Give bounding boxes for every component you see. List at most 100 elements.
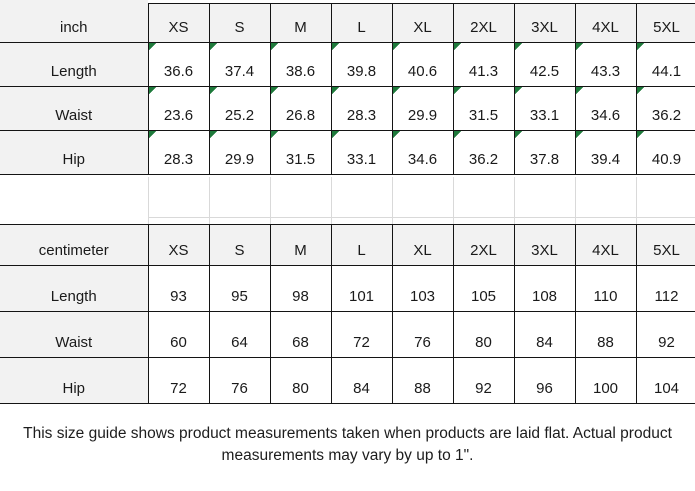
green-corner-flag-icon bbox=[392, 87, 400, 94]
value-cell: 36.2 bbox=[635, 86, 695, 131]
value-text: 28.3 bbox=[163, 151, 194, 168]
spreadsheet-gridline-horizontal bbox=[148, 217, 695, 218]
value-text: 34.6 bbox=[590, 107, 621, 124]
value-cell: 31.5 bbox=[452, 86, 515, 131]
value-cell: 103 bbox=[391, 265, 454, 312]
measurement-row: Length 36.6 37.4 38.6 39.8 40.6 41.3 42.5 43.3 44… bbox=[0, 42, 695, 87]
green-corner-flag-icon bbox=[209, 87, 217, 94]
size-header-cell: 2XL bbox=[452, 3, 515, 43]
value-text: 44.1 bbox=[651, 63, 682, 80]
measurement-row: Hip 28.3 29.9 31.5 33.1 34.6 36.2 37.8 39.4 40.9 bbox=[0, 130, 695, 175]
value-cell: 33.1 bbox=[513, 86, 576, 131]
value-cell: 80 bbox=[452, 311, 515, 358]
value-text: 36.2 bbox=[651, 107, 682, 124]
value-cell: 96 bbox=[513, 357, 576, 404]
value-text: 60 bbox=[170, 334, 187, 351]
value-text: 95 bbox=[231, 288, 248, 305]
value-text: 33.1 bbox=[529, 107, 560, 124]
value-cell: 42.5 bbox=[513, 42, 576, 87]
value-text: 96 bbox=[536, 380, 553, 397]
unit-header-cell: centimeter bbox=[0, 224, 149, 266]
value-cell: 41.3 bbox=[452, 42, 515, 87]
green-corner-flag-icon bbox=[209, 43, 217, 50]
green-corner-flag-icon bbox=[270, 131, 278, 138]
value-cell: 64 bbox=[208, 311, 271, 358]
size-guide-note: This size guide shows product measuremen… bbox=[0, 423, 695, 467]
value-text: 39.4 bbox=[590, 151, 621, 168]
green-corner-flag-icon bbox=[270, 43, 278, 50]
green-corner-flag-icon bbox=[575, 43, 583, 50]
row-label-cell: Length bbox=[0, 42, 149, 87]
unit-header-cell: inch bbox=[0, 3, 149, 43]
value-cell: 112 bbox=[635, 265, 695, 312]
size-header-cell: S bbox=[208, 224, 271, 266]
size-header-cell: XL bbox=[391, 224, 454, 266]
row-label-cell: Length bbox=[0, 265, 149, 312]
green-corner-flag-icon bbox=[514, 43, 522, 50]
green-corner-flag-icon bbox=[636, 87, 644, 94]
value-cell: 23.6 bbox=[147, 86, 210, 131]
size-header-cell: XS bbox=[147, 3, 210, 43]
value-cell: 104 bbox=[635, 357, 695, 404]
value-text: 28.3 bbox=[346, 107, 377, 124]
row-label-cell: Waist bbox=[0, 311, 149, 358]
green-corner-flag-icon bbox=[514, 87, 522, 94]
value-text: 76 bbox=[231, 380, 248, 397]
green-corner-flag-icon bbox=[392, 131, 400, 138]
green-corner-flag-icon bbox=[331, 131, 339, 138]
value-cell: 105 bbox=[452, 265, 515, 312]
green-corner-flag-icon bbox=[392, 43, 400, 50]
row-label-cell: Waist bbox=[0, 86, 149, 131]
size-header-cell: 4XL bbox=[574, 224, 637, 266]
size-header-row: inch XS S M L XL 2XL 3XL 4XL 5XL bbox=[0, 3, 695, 43]
value-cell: 72 bbox=[330, 311, 393, 358]
size-header-cell: M bbox=[269, 224, 332, 266]
measurement-row: Waist 60 64 68 72 76 80 84 88 92 bbox=[0, 311, 695, 358]
value-text: 23.6 bbox=[163, 107, 194, 124]
value-cell: 37.8 bbox=[513, 130, 576, 175]
green-corner-flag-icon bbox=[575, 131, 583, 138]
size-header-cell: S bbox=[208, 3, 271, 43]
value-cell: 31.5 bbox=[269, 130, 332, 175]
value-text: 72 bbox=[170, 380, 187, 397]
value-cell: 36.2 bbox=[452, 130, 515, 175]
value-text: 29.9 bbox=[407, 107, 438, 124]
value-text: 37.4 bbox=[224, 63, 255, 80]
row-label-cell: Hip bbox=[0, 357, 149, 404]
measurement-row: Hip 72 76 80 84 88 92 96 100 104 bbox=[0, 357, 695, 404]
green-corner-flag-icon bbox=[453, 43, 461, 50]
green-corner-flag-icon bbox=[453, 87, 461, 94]
value-cell: 44.1 bbox=[635, 42, 695, 87]
size-header-cell: XL bbox=[391, 3, 454, 43]
value-cell: 110 bbox=[574, 265, 637, 312]
value-text: 41.3 bbox=[468, 63, 499, 80]
value-text: 29.9 bbox=[224, 151, 255, 168]
green-corner-flag-icon bbox=[636, 43, 644, 50]
size-header-row: centimeter XS S M L XL 2XL 3XL 4XL 5XL bbox=[0, 224, 695, 266]
value-text: 112 bbox=[654, 288, 679, 305]
value-cell: 28.3 bbox=[330, 86, 393, 131]
value-cell: 88 bbox=[391, 357, 454, 404]
value-cell: 108 bbox=[513, 265, 576, 312]
measurement-row: Waist 23.6 25.2 26.8 28.3 29.9 31.5 33.1 34.6 36.… bbox=[0, 86, 695, 131]
green-corner-flag-icon bbox=[331, 87, 339, 94]
value-text: 72 bbox=[353, 334, 370, 351]
value-text: 40.6 bbox=[407, 63, 438, 80]
value-cell: 76 bbox=[391, 311, 454, 358]
value-cell: 100 bbox=[574, 357, 637, 404]
value-text: 80 bbox=[292, 380, 309, 397]
value-cell: 40.9 bbox=[635, 130, 695, 175]
value-text: 64 bbox=[231, 334, 248, 351]
size-header-cell: XS bbox=[147, 224, 210, 266]
value-cell: 84 bbox=[330, 357, 393, 404]
green-corner-flag-icon bbox=[148, 87, 156, 94]
measurement-row: Length 93 95 98 101 103 105 108 110 112 bbox=[0, 265, 695, 312]
value-text: 36.6 bbox=[163, 63, 194, 80]
value-text: 88 bbox=[414, 380, 431, 397]
value-cell: 98 bbox=[269, 265, 332, 312]
value-text: 104 bbox=[653, 380, 680, 397]
value-text: 31.5 bbox=[468, 107, 499, 124]
row-label-cell: Hip bbox=[0, 130, 149, 175]
value-cell: 39.4 bbox=[574, 130, 637, 175]
size-header-cell: L bbox=[330, 3, 393, 43]
